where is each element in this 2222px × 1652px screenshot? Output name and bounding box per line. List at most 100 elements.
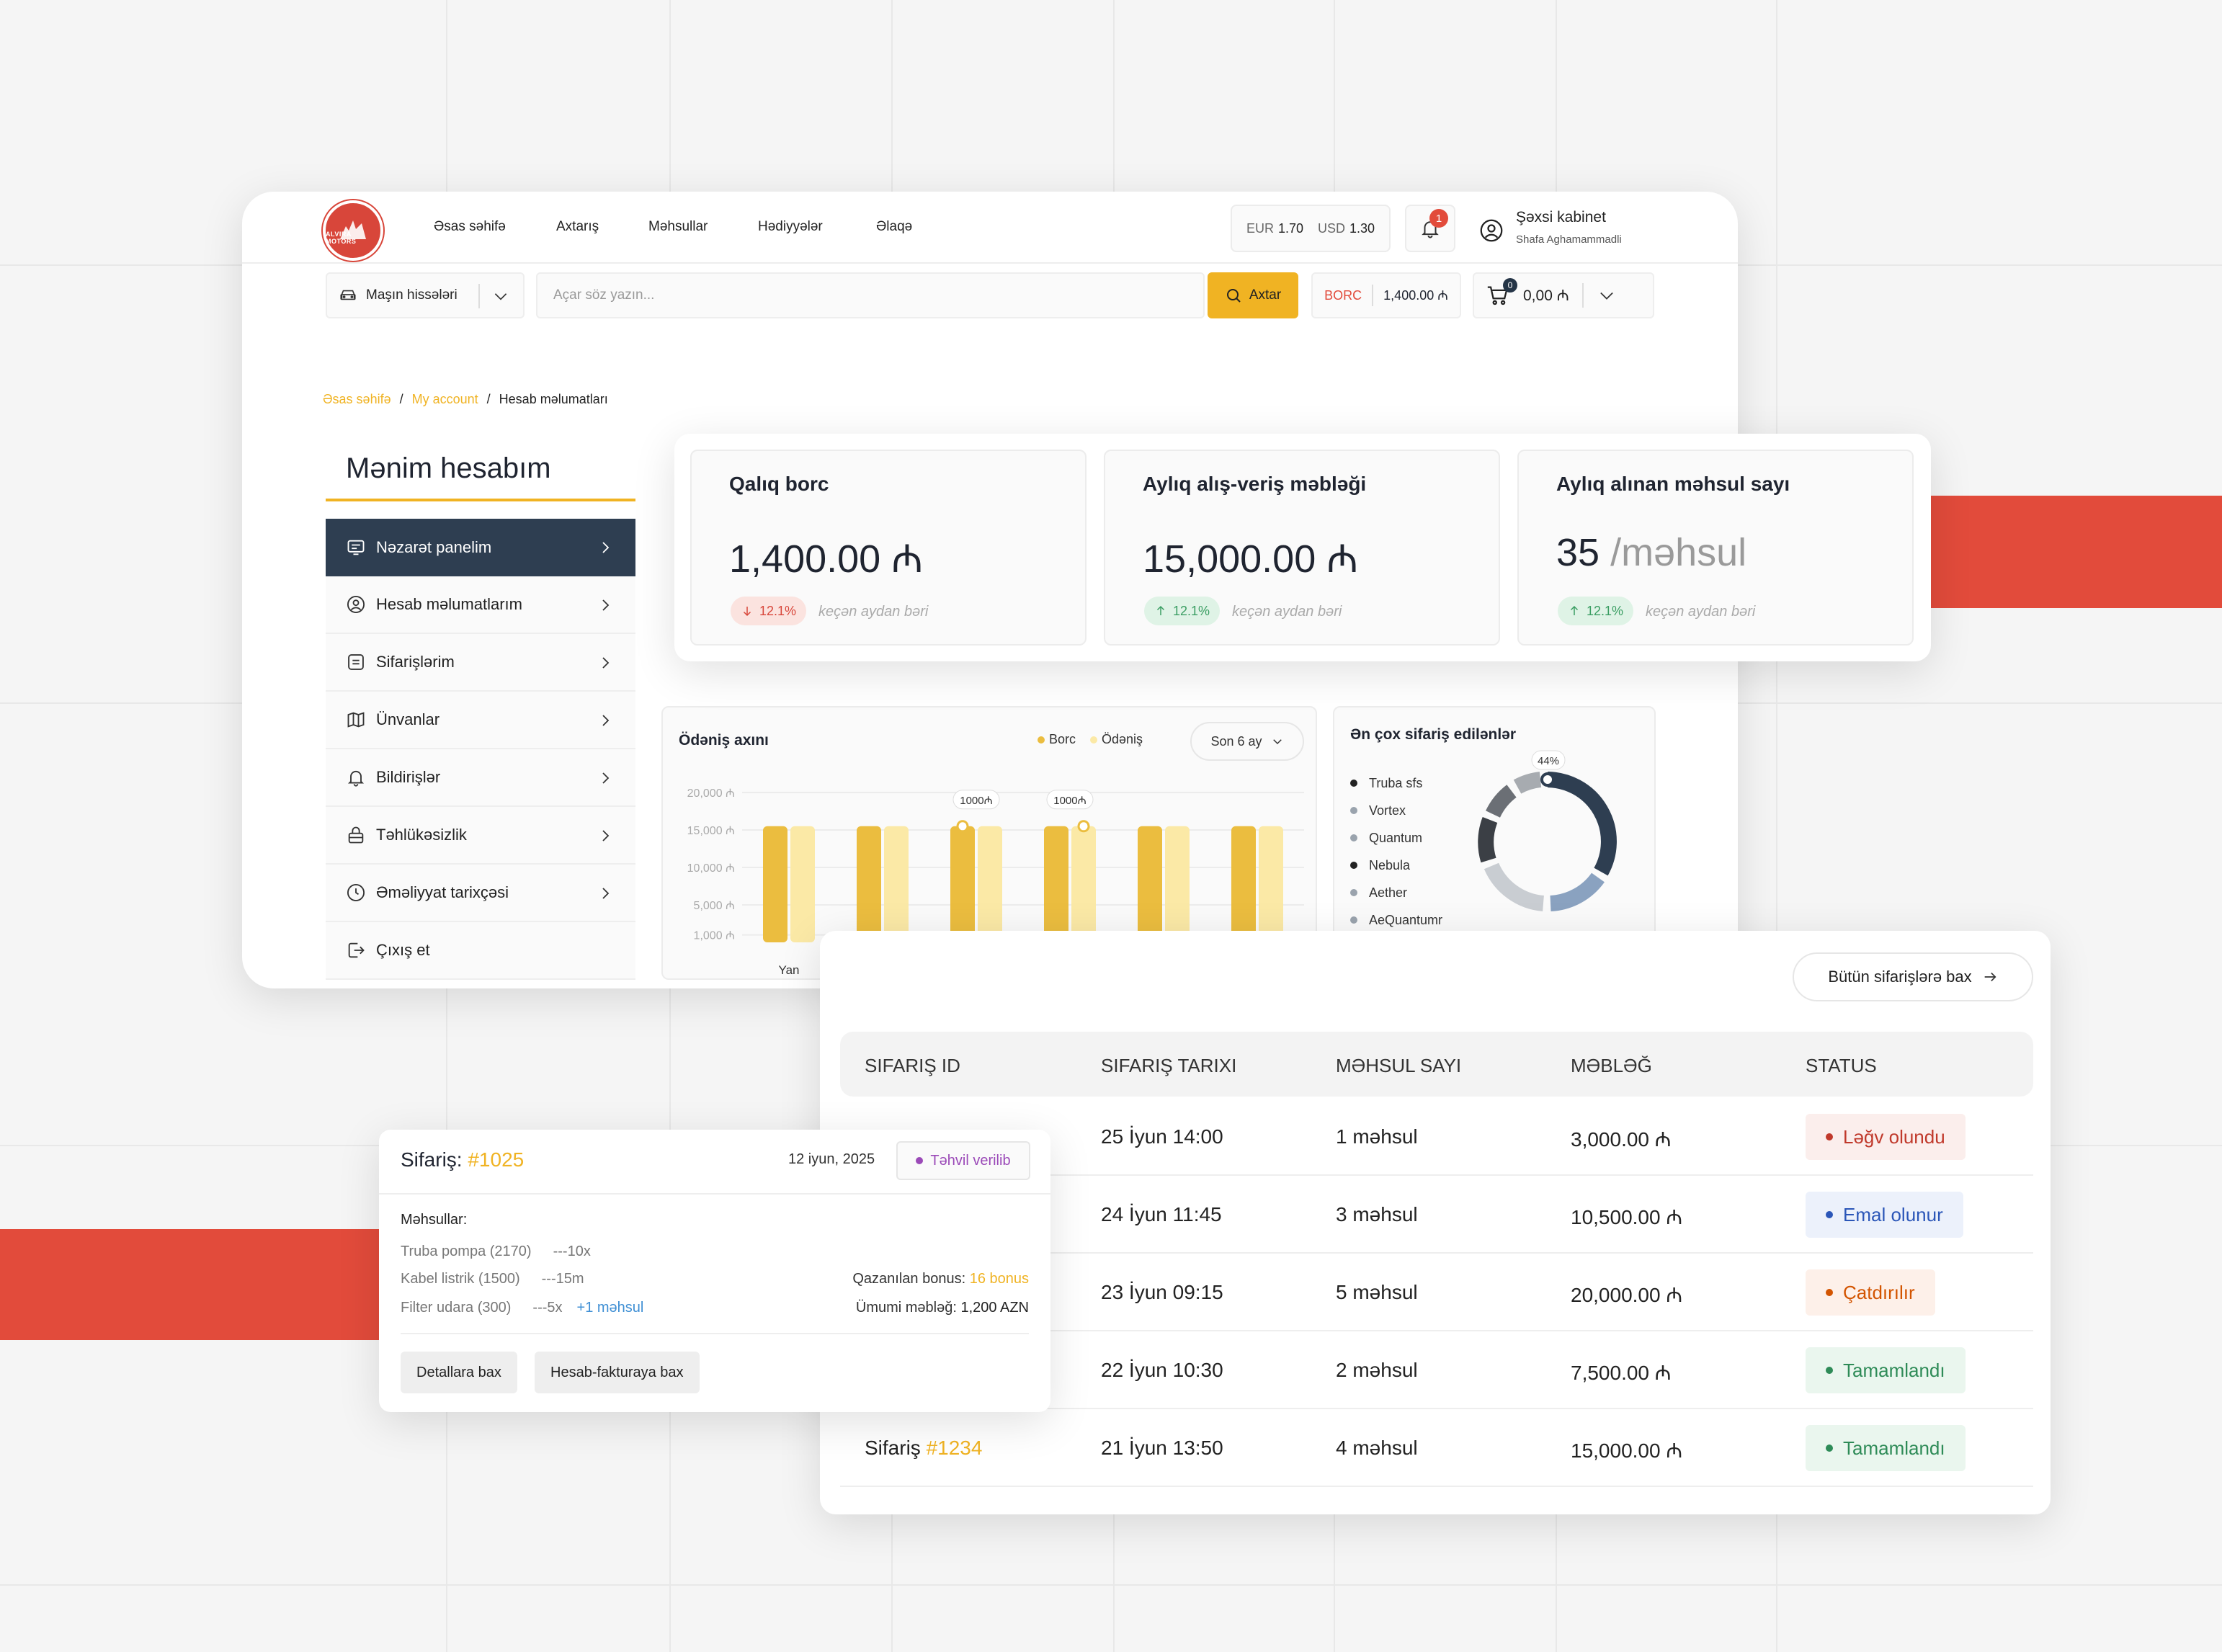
annotation-marker — [956, 820, 969, 833]
search-button-label: Axtar — [1249, 287, 1282, 303]
nav-link-search[interactable]: Axtarış — [556, 219, 599, 234]
column-header[interactable]: MƏHSUL SAYI — [1336, 1055, 1462, 1076]
donut-slice — [1513, 772, 1542, 794]
order-amount: 20,000.00 ₼ — [1571, 1284, 1683, 1306]
bar-borc[interactable] — [763, 826, 787, 942]
bar-odenis[interactable] — [978, 826, 1002, 942]
order-count: 2 məhsul — [1336, 1359, 1418, 1381]
bar-borc[interactable] — [1044, 826, 1068, 942]
sidebar-item-addresses[interactable]: Ünvanlar — [326, 692, 635, 749]
order-count: 4 məhsul — [1336, 1437, 1418, 1459]
column-header[interactable]: SIFARIŞ TARIXI — [1101, 1055, 1237, 1076]
status-badge: Tamamlandı — [1806, 1425, 1966, 1471]
debt-display: BORC 1,400.00 ₼ — [1311, 272, 1461, 318]
arrow-down-icon — [743, 607, 751, 617]
sidebar-item-account-info[interactable]: Hesab məlumatlarım — [326, 576, 635, 634]
cart-badge: 0 — [1503, 278, 1517, 293]
sidebar-item-notifications[interactable]: Bildirişlər — [326, 749, 635, 807]
more-products-link[interactable]: +1 məhsul — [576, 1300, 644, 1316]
order-date: 21 İyun 13:50 — [1101, 1437, 1223, 1459]
stat-note: keçən aydan bəri — [818, 604, 929, 620]
stat-label: Aylıq alınan məhsul sayı — [1556, 473, 1790, 495]
nav-link-gifts[interactable]: Hədiyyələr — [758, 219, 823, 234]
column-header[interactable]: MƏBLƏĞ — [1571, 1055, 1652, 1076]
list-item: Quantum — [1350, 824, 1442, 852]
top-navigation: ALVIRA MOTORS Əsas səhifə Axtarış Məhsul… — [242, 192, 1738, 264]
product-item: Kabel listrik (1500) ---15m — [401, 1271, 584, 1287]
annotation-marker — [1077, 820, 1090, 833]
bar-odenis[interactable] — [1165, 826, 1190, 942]
logout-icon — [348, 942, 365, 958]
nav-link-home[interactable]: Əsas səhifə — [434, 219, 506, 234]
bar-odenis[interactable] — [1259, 826, 1283, 942]
table-row[interactable]: Sifariş #1234 21 İyun 13:50 4 məhsul 15,000… — [840, 1409, 2033, 1487]
breadcrumb-account[interactable]: My account — [411, 392, 478, 406]
y-tick-label: 1,000 ₼ — [694, 930, 735, 942]
product-item: Truba pompa (2170) ---10x — [401, 1244, 591, 1259]
sidebar-item-dashboard[interactable]: Nəzarət panelim — [326, 519, 635, 576]
notifications-button[interactable]: 1 — [1405, 205, 1455, 252]
bar-odenis[interactable] — [1071, 826, 1096, 942]
bell-icon — [347, 770, 365, 787]
view-details-button[interactable]: Detallara bax — [401, 1352, 517, 1393]
search-button[interactable]: Axtar — [1208, 272, 1298, 318]
order-amount: 7,500.00 ₼ — [1571, 1362, 1672, 1384]
top-ordered-donut: 44% — [1478, 750, 1617, 911]
order-amount: 15,000.00 ₼ — [1571, 1439, 1683, 1462]
donut-slice — [1478, 817, 1498, 863]
cart-button[interactable]: 0 0,00 ₼ — [1473, 272, 1654, 318]
chevron-right-icon — [602, 772, 610, 784]
debt-value: 1,400.00 ₼ — [1383, 288, 1448, 303]
decor-band-left — [0, 1229, 403, 1340]
lock-icon — [348, 826, 364, 844]
account-title: Şəxsi kabinet — [1516, 209, 1606, 226]
donut-slice — [1550, 872, 1605, 911]
column-header[interactable]: SIFARIŞ ID — [865, 1055, 960, 1076]
order-id[interactable]: Sifariş #1234 — [865, 1437, 983, 1459]
table-row[interactable]: 24 İyun 11:45 3 məhsul 10,500.00 ₼ Emal olu… — [840, 1176, 2033, 1254]
bar-borc[interactable] — [1138, 826, 1162, 942]
bar-odenis[interactable] — [884, 826, 909, 942]
table-row[interactable]: 25 İyun 14:00 1 məhsul 3,000.00 ₼ Ləğv olun… — [840, 1098, 2033, 1176]
chevron-down-icon — [1272, 739, 1282, 745]
order-title: Sifariş: #1025 — [401, 1148, 525, 1171]
chevron-down-icon[interactable] — [1597, 285, 1617, 305]
period-select[interactable]: Son 6 ay — [1190, 722, 1304, 761]
category-select[interactable]: Maşın hissələri — [326, 272, 525, 318]
y-tick-label: 20,000 ₼ — [687, 787, 735, 800]
brand-logo[interactable]: ALVIRA MOTORS — [323, 200, 383, 261]
view-all-orders-button[interactable]: Bütün sifarişlərə bax — [1793, 952, 2033, 1001]
breadcrumb: Əsas səhifə / My account / Hesab məlumat… — [323, 392, 608, 406]
bar-borc[interactable] — [857, 826, 881, 942]
account-sidebar: Nəzarət panelim Hesab məlumatlarım Sifar… — [326, 519, 635, 980]
orders-icon — [348, 654, 364, 670]
sidebar-item-security[interactable]: Təhlükəsizlik — [326, 807, 635, 865]
bar-borc[interactable] — [950, 826, 975, 942]
user-circle-icon — [1480, 219, 1503, 242]
stat-change-badge: 12.1% — [1144, 597, 1221, 625]
chevron-right-icon — [602, 599, 610, 611]
donut-slice — [1486, 785, 1517, 818]
search-icon — [1226, 289, 1241, 303]
stat-value: 15,000.00 ₼ — [1143, 537, 1358, 581]
sidebar-item-logout[interactable]: Çıxış et — [326, 922, 635, 980]
user-icon — [347, 595, 365, 614]
nav-link-contact[interactable]: Əlaqə — [876, 219, 913, 234]
stat-change-badge: 12.1% — [731, 597, 807, 625]
period-value: Son 6 ay — [1210, 733, 1262, 749]
sidebar-item-history[interactable]: Əməliyyat tarixçəsi — [326, 865, 635, 922]
stat-remaining-debt: Qalıq borc 1,400.00 ₼ 12.1% keçən aydan … — [690, 450, 1087, 646]
search-input[interactable] — [536, 272, 1205, 318]
table-row[interactable]: 23 İyun 09:15 5 məhsul 20,000.00 ₼ Çatdırıl… — [840, 1254, 2033, 1331]
bar-odenis[interactable] — [790, 826, 815, 942]
breadcrumb-home[interactable]: Əsas səhifə — [323, 392, 391, 406]
view-invoice-button[interactable]: Hesab-fakturaya bax — [535, 1352, 700, 1393]
column-header[interactable]: STATUS — [1806, 1055, 1877, 1076]
nav-link-products[interactable]: Məhsullar — [648, 219, 708, 234]
table-row[interactable]: 22 İyun 10:30 2 məhsul 7,500.00 ₼ Tamamland… — [840, 1331, 2033, 1409]
sidebar-item-orders[interactable]: Sifarişlərim — [326, 634, 635, 692]
stat-value: 1,400.00 ₼ — [729, 537, 923, 581]
stat-label: Aylıq alış-veriş məbləği — [1143, 473, 1367, 495]
bar-borc[interactable] — [1231, 826, 1256, 942]
sidebar-item-label: Ünvanlar — [376, 710, 440, 728]
